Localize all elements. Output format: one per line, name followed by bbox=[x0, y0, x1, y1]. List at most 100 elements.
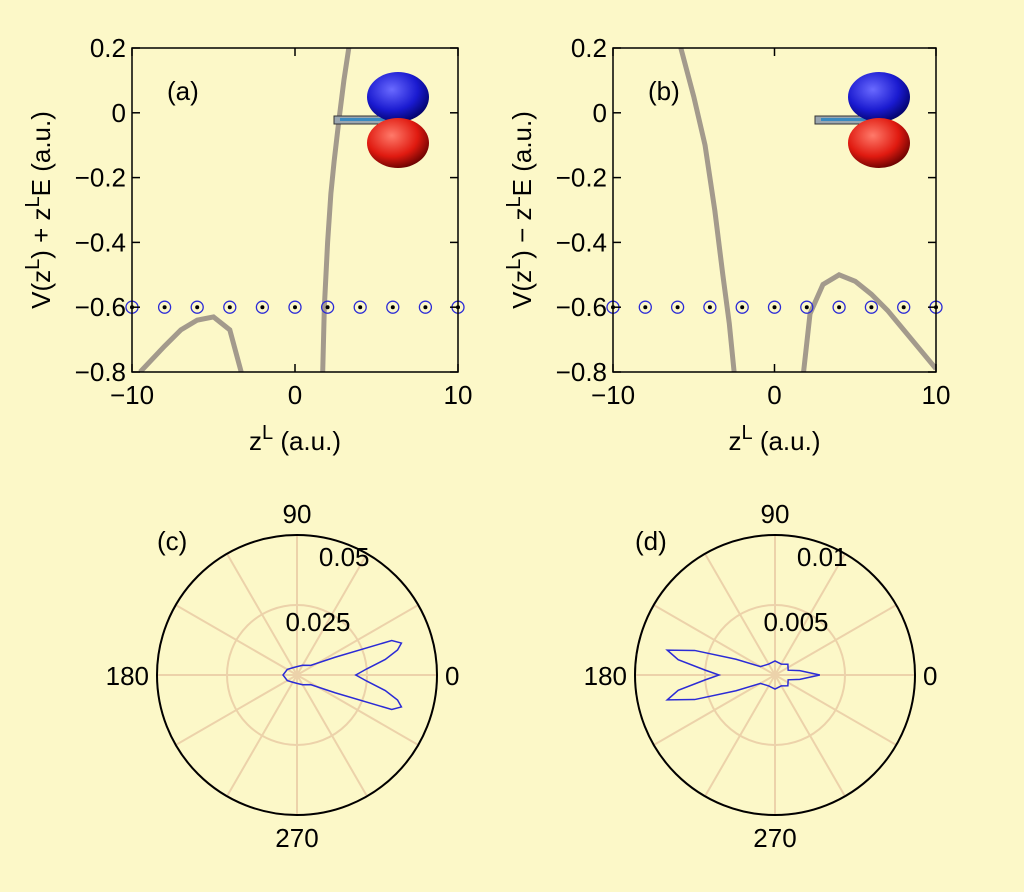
marker-ring bbox=[767, 300, 782, 314]
marker-ring bbox=[703, 300, 717, 314]
axis-label-part: L bbox=[741, 422, 752, 444]
axis-label: V(zL) + zLE (a.u.) bbox=[22, 111, 56, 309]
y-tick-label: −0.6 bbox=[75, 292, 126, 322]
marker-ring bbox=[800, 300, 814, 314]
marker bbox=[386, 300, 400, 314]
axis-label-part: L bbox=[503, 259, 525, 270]
axis-label-part: V(z bbox=[507, 270, 537, 309]
marker-dot bbox=[837, 305, 842, 310]
marker bbox=[800, 300, 814, 314]
marker bbox=[670, 300, 685, 314]
marker-dot bbox=[869, 305, 874, 310]
polar-outline bbox=[634, 534, 916, 816]
y-tick-label: 0.2 bbox=[90, 33, 126, 63]
marker-ring bbox=[735, 300, 749, 314]
marker bbox=[255, 300, 270, 314]
y-tick-label: −0.8 bbox=[556, 357, 607, 387]
panel-label: (c) bbox=[157, 526, 187, 556]
marker-ring bbox=[832, 300, 846, 314]
theta-tick-label: 90 bbox=[283, 499, 312, 529]
theta-tick-label: 270 bbox=[753, 823, 796, 853]
marker bbox=[320, 300, 335, 314]
theta-tick-label: 270 bbox=[275, 823, 318, 853]
theta-tick-label: 180 bbox=[584, 661, 627, 691]
polar-curve bbox=[665, 649, 820, 701]
marker-ring bbox=[418, 300, 433, 314]
y-tick-label: −0.2 bbox=[556, 163, 607, 193]
r-grid-ring bbox=[704, 604, 846, 746]
marker bbox=[703, 300, 717, 314]
panel-label: (d) bbox=[635, 526, 667, 556]
marker bbox=[157, 300, 172, 314]
marker bbox=[223, 300, 237, 314]
x-tick-label: 0 bbox=[767, 380, 781, 410]
marker bbox=[897, 300, 911, 314]
r-grid-ring bbox=[226, 604, 368, 746]
panel-label: (a) bbox=[167, 76, 199, 106]
marker-ring bbox=[897, 300, 911, 314]
y-tick-label: 0 bbox=[112, 98, 126, 128]
marker-ring bbox=[288, 300, 302, 314]
polar-curve bbox=[282, 639, 403, 711]
marker bbox=[418, 300, 433, 314]
marker-dot bbox=[195, 305, 200, 310]
marker-ring bbox=[190, 300, 204, 314]
y-tick-label: −0.8 bbox=[75, 357, 126, 387]
marker-dot bbox=[740, 305, 745, 310]
axis-label-part: z bbox=[728, 426, 741, 456]
marker-dot bbox=[772, 305, 777, 310]
marker bbox=[735, 300, 749, 314]
r-tick-label: 0.005 bbox=[763, 607, 828, 637]
axis-label: zL (a.u.) bbox=[728, 422, 820, 456]
r-tick-label: 0.025 bbox=[285, 607, 350, 637]
marker-ring bbox=[223, 300, 237, 314]
axis-label-part: L bbox=[22, 259, 44, 270]
theta-tick-label: 0 bbox=[445, 661, 459, 691]
marker bbox=[832, 300, 846, 314]
x-tick-label: 10 bbox=[922, 380, 951, 410]
plots: −10 0 10−0.8−0.6−0.4−0.200.2zL (a.u.)V(zL)… bbox=[22, 33, 950, 853]
marker-dot bbox=[707, 305, 712, 310]
axis-label-part: L bbox=[22, 196, 44, 207]
y-tick-label: −0.6 bbox=[556, 292, 607, 322]
marker-dot bbox=[260, 305, 265, 310]
axis-label-part: V(z bbox=[26, 270, 56, 309]
axis-label-part: E (a.u.) bbox=[507, 111, 537, 196]
x-tick-label: 10 bbox=[444, 380, 473, 410]
marker bbox=[288, 300, 302, 314]
axis-label-part: L bbox=[503, 196, 525, 207]
marker-dot bbox=[293, 305, 297, 310]
theta-tick-label: 180 bbox=[106, 661, 149, 691]
curve bbox=[678, 48, 737, 372]
marker-ring bbox=[386, 300, 400, 314]
marker-ring bbox=[157, 300, 172, 314]
marker bbox=[638, 300, 652, 314]
curve bbox=[801, 272, 936, 372]
marker-ring bbox=[670, 300, 685, 314]
marker-ring bbox=[638, 300, 652, 314]
marker-dot bbox=[804, 305, 809, 310]
marker-dot bbox=[901, 305, 906, 310]
marker bbox=[353, 300, 367, 314]
x-tick-label: −10 bbox=[591, 380, 635, 410]
axis-label-part: ) + z bbox=[26, 207, 56, 258]
axis-label-part: ) − z bbox=[507, 207, 537, 258]
axis-label-part: (a.u.) bbox=[753, 426, 821, 456]
marker-dot bbox=[325, 305, 330, 310]
axis-label: zL (a.u.) bbox=[249, 422, 341, 456]
y-tick-label: 0 bbox=[593, 98, 607, 128]
y-tick-label: −0.4 bbox=[556, 227, 607, 257]
marker-ring bbox=[255, 300, 270, 314]
marker bbox=[190, 300, 204, 314]
r-tick-label: 0.05 bbox=[319, 542, 370, 572]
y-tick-label: 0.2 bbox=[571, 33, 607, 63]
axis-label-part: L bbox=[262, 422, 273, 444]
molecule-inset-b bbox=[814, 72, 910, 168]
curve bbox=[138, 314, 244, 372]
y-tick-label: −0.4 bbox=[75, 227, 126, 257]
marker-dot bbox=[643, 305, 648, 310]
theta-tick-label: 0 bbox=[923, 661, 937, 691]
r-tick-label: 0.01 bbox=[797, 542, 848, 572]
axis-label-part: (a.u.) bbox=[273, 426, 341, 456]
